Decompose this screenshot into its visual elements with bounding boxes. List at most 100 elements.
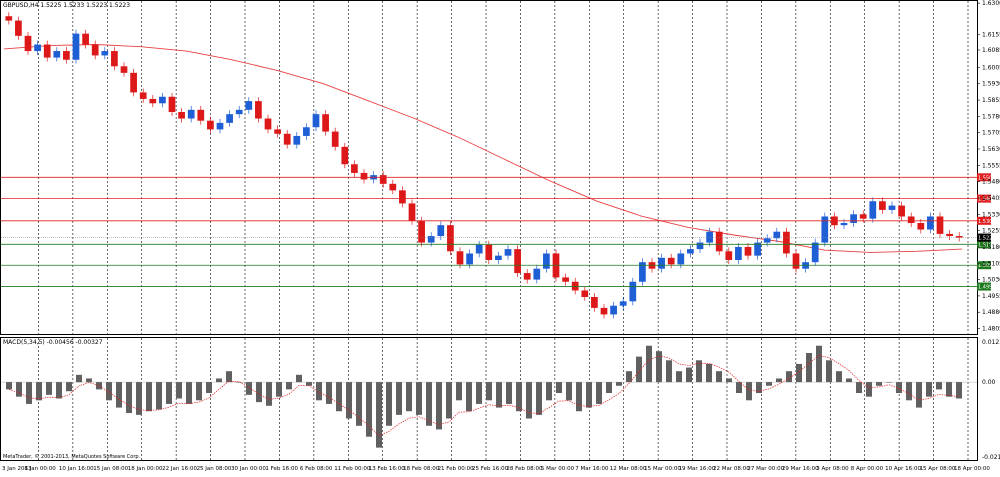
candle-body — [667, 257, 675, 265]
macd-bar — [486, 382, 492, 401]
time-tick-label: 8 Jan 00:00 — [24, 466, 56, 472]
time-tick-label: 10 Jan 16:00 — [59, 466, 94, 472]
candle-body — [34, 44, 41, 52]
candle-body — [888, 205, 896, 210]
price-levels[interactable]: 1.5500 1.5402 1.5300 1.5192 1.5096 1.4998 1.52… — [1, 173, 996, 291]
candle-body — [533, 268, 541, 280]
macd-bar — [946, 382, 952, 397]
macd-bar — [36, 382, 42, 401]
time-tick-label: 27 Mar 00:00 — [747, 466, 784, 472]
candle-body — [562, 277, 569, 282]
copyright-text: MetaTrader, © 2001-2013, MetaQuotes Soft… — [3, 453, 141, 460]
candle-body — [610, 305, 617, 315]
macd-bar — [66, 382, 72, 392]
candle-body — [418, 220, 425, 243]
macd-bar — [366, 382, 372, 437]
candle-body — [475, 244, 483, 254]
current-price-label: 1.5223 — [978, 236, 996, 242]
macd-bar — [576, 382, 582, 412]
macd-tick-label: 0.00 — [982, 379, 996, 386]
candle-body — [735, 246, 742, 260]
macd-bar — [446, 382, 452, 419]
time-tick-label: 18 Apr 00:00 — [954, 466, 990, 472]
resistance-level-tag — [977, 216, 991, 225]
macd-bar — [216, 378, 222, 383]
support-level-label: 1.5192 — [978, 242, 996, 248]
macd-bar — [46, 382, 52, 395]
macd-bar — [536, 382, 542, 415]
resistance-level-label: 1.5402 — [978, 197, 996, 203]
support-level-tag — [977, 240, 991, 249]
time-tick-label: 11 Feb 00:00 — [334, 466, 371, 472]
macd-bar — [336, 382, 342, 412]
macd-bar — [906, 382, 912, 401]
macd-bar — [766, 382, 772, 386]
candle-body — [53, 51, 61, 58]
macd-bar — [616, 382, 622, 386]
candle-body — [24, 35, 32, 52]
candle-body — [514, 249, 521, 274]
price-tick-label: 1.4955 — [982, 293, 1000, 300]
macd-bar — [116, 382, 122, 408]
macd-bar — [736, 382, 742, 394]
macd-bar — [646, 345, 652, 383]
candle-body — [274, 129, 281, 134]
support-level-label: 1.4998 — [978, 285, 996, 291]
time-tick-label: 15 Mar 00:00 — [644, 466, 681, 472]
macd-bar — [956, 382, 962, 399]
macd-bar — [866, 382, 872, 397]
macd-bar — [876, 382, 882, 386]
macd-axis: 0.01212 0.00 -0.0214 — [982, 339, 1000, 461]
candle-body — [331, 131, 339, 147]
candle-body — [5, 16, 13, 21]
macd-bar — [696, 360, 702, 383]
macd-bar — [256, 382, 262, 403]
resistance-level-label: 1.5500 — [978, 175, 996, 181]
time-tick-label: 25 Jan 08:00 — [197, 466, 232, 472]
candle-body — [63, 51, 70, 60]
macd-tick-label: 0.01212 — [982, 339, 1000, 346]
macd-bar — [496, 382, 502, 408]
time-tick-label: 3 Jan 2013 — [2, 466, 32, 472]
macd-bar — [296, 374, 302, 383]
current-price-tag — [977, 233, 991, 242]
macd-bar — [726, 378, 732, 383]
macd-header: MACD(5,34,5) -0.00456 -0.00327 — [3, 339, 103, 346]
candle-body — [629, 281, 637, 302]
time-tick-label: 13 Feb 16:00 — [369, 466, 406, 472]
time-tick-label: 18 Jan 00:00 — [128, 466, 163, 472]
candle-body — [399, 190, 406, 204]
macd-bar — [756, 382, 762, 394]
macd-bar — [656, 351, 662, 383]
macd-bar — [746, 382, 752, 401]
macd-bar — [406, 382, 412, 412]
macd-bar — [306, 382, 312, 386]
macd-tick-label: -0.0214 — [982, 454, 1000, 461]
candle-body — [744, 246, 752, 256]
macd-signal-line — [8, 355, 960, 437]
candle-body — [111, 51, 118, 67]
price-tick-label: 1.6155 — [982, 32, 1000, 39]
support-level-tag — [977, 261, 991, 270]
candle-body — [216, 122, 224, 130]
price-tick-label: 1.4880 — [982, 309, 1000, 316]
macd-bar — [706, 363, 712, 383]
resistance-level-tag — [977, 194, 991, 203]
candle-body — [696, 242, 704, 250]
candle-body — [447, 225, 454, 252]
macd-bar — [246, 382, 252, 395]
time-tick-label: 21 Feb 00:00 — [438, 466, 475, 472]
macd-bar — [96, 382, 102, 390]
candle-body — [591, 297, 598, 308]
time-tick-label: 15 Apr 08:00 — [920, 466, 956, 472]
price-tick-label: 1.5330 — [982, 211, 1000, 218]
candle-body — [245, 101, 253, 110]
candle-body — [226, 114, 233, 123]
price-tick-label: 1.6300 — [982, 0, 1000, 7]
candle-body — [955, 236, 963, 238]
candle-body — [581, 290, 589, 297]
candle-body — [72, 33, 80, 60]
